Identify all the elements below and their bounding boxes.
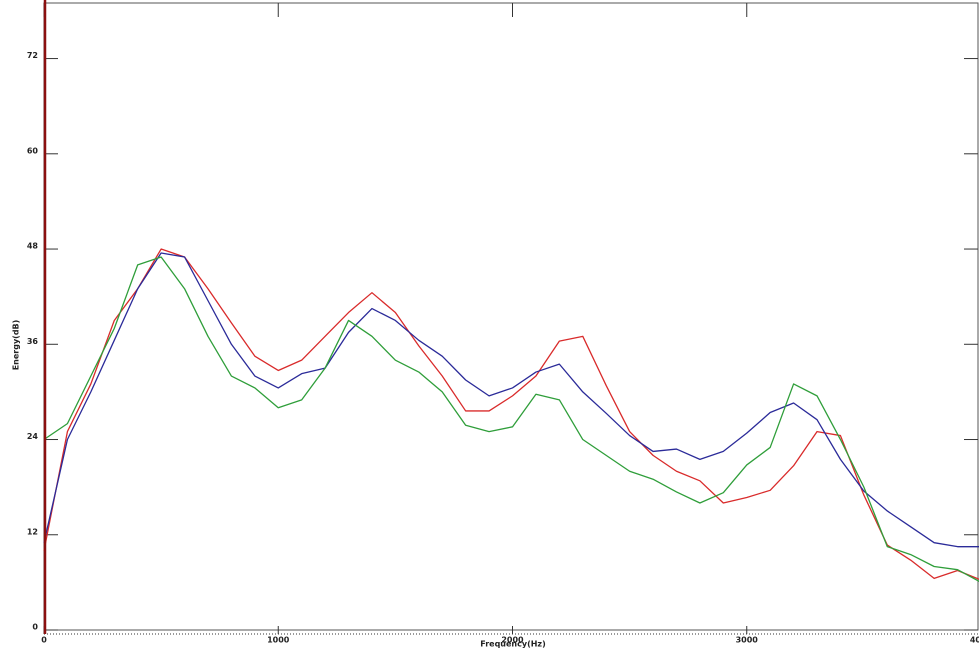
y-tick-label: 24: [27, 432, 39, 441]
y-tick-label: 36: [27, 337, 39, 346]
series-line: [43, 256, 979, 583]
x-tick-label: 0: [41, 636, 47, 645]
x-axis-label: Frequency(Hz): [480, 640, 546, 648]
y-tick-label: 48: [27, 242, 39, 251]
x-tick-label: 4000: [970, 636, 979, 645]
x-tick-label: 3000: [736, 636, 759, 645]
series-line: [43, 252, 979, 548]
y-tick-label: 72: [27, 51, 38, 60]
y-tick-label: 0: [32, 623, 38, 632]
x-tick-label: 1000: [267, 636, 290, 645]
y-tick-label: 12: [27, 527, 38, 536]
y-axis-label: Energy(dB): [12, 320, 21, 371]
y-tick-label: 60: [27, 146, 39, 155]
x-tick-label: 2000: [501, 636, 524, 645]
